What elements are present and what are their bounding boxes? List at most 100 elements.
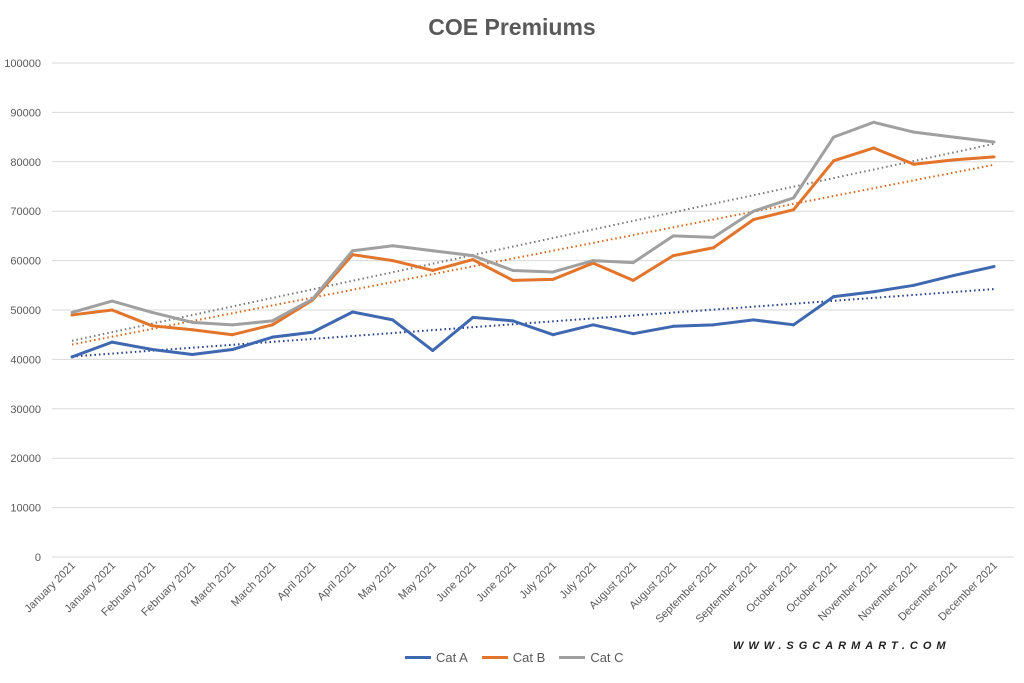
data-point xyxy=(872,290,876,294)
data-point xyxy=(591,323,595,327)
data-point xyxy=(471,315,475,319)
x-tick-label: July 2021 xyxy=(517,560,559,602)
data-point xyxy=(150,324,154,328)
data-point xyxy=(270,323,274,327)
data-point xyxy=(992,140,996,144)
data-point xyxy=(832,135,836,139)
legend-item-cat-c[interactable]: Cat C xyxy=(559,650,624,665)
data-point xyxy=(150,310,154,314)
data-point xyxy=(832,159,836,163)
legend-item-cat-a[interactable]: Cat A xyxy=(405,650,468,665)
data-point xyxy=(832,295,836,299)
data-point xyxy=(551,333,555,337)
legend-label: Cat C xyxy=(590,650,624,665)
data-point xyxy=(551,277,555,281)
legend-swatch xyxy=(481,656,508,659)
data-point xyxy=(591,259,595,263)
data-point xyxy=(391,259,395,263)
y-tick-label: 50000 xyxy=(10,305,41,317)
data-point xyxy=(230,323,234,327)
y-tick-label: 90000 xyxy=(10,107,41,119)
data-point xyxy=(270,335,274,339)
data-point xyxy=(912,283,916,287)
data-point xyxy=(751,218,755,222)
y-tick-label: 100000 xyxy=(4,58,41,70)
data-point xyxy=(792,208,796,212)
data-point xyxy=(792,196,796,200)
legend-item-cat-b[interactable]: Cat B xyxy=(481,650,546,665)
data-point xyxy=(70,313,74,317)
y-tick-label: 80000 xyxy=(10,157,41,169)
data-point xyxy=(511,268,515,272)
data-point xyxy=(311,330,315,334)
y-tick-label: 20000 xyxy=(10,453,41,465)
x-tick-label: April 2021 xyxy=(275,560,319,604)
data-point xyxy=(711,235,715,239)
data-point xyxy=(190,328,194,332)
chart-title: COE Premiums xyxy=(428,14,596,40)
data-point xyxy=(70,355,74,359)
data-point xyxy=(952,135,956,139)
watermark: WWW.SGCARMART.COM xyxy=(733,640,951,652)
data-point xyxy=(351,310,355,314)
y-tick-label: 0 xyxy=(35,552,41,564)
data-point xyxy=(992,265,996,269)
data-point xyxy=(751,318,755,322)
data-point xyxy=(471,258,475,262)
data-point xyxy=(431,268,435,272)
y-tick-label: 30000 xyxy=(10,404,41,416)
legend: Cat A Cat B Cat C xyxy=(405,650,624,665)
y-tick-label: 60000 xyxy=(10,256,41,268)
data-point xyxy=(110,340,114,344)
data-point xyxy=(671,254,675,258)
data-point xyxy=(711,246,715,250)
legend-swatch xyxy=(559,656,586,659)
data-point xyxy=(631,332,635,336)
x-tick-label: April 2021 xyxy=(315,560,359,604)
data-point xyxy=(631,261,635,265)
data-point xyxy=(230,333,234,337)
data-point xyxy=(190,352,194,356)
data-point xyxy=(952,158,956,162)
trendline-cat-c xyxy=(71,142,995,342)
data-point xyxy=(110,308,114,312)
series-line-cat-c xyxy=(71,120,995,327)
x-tick-label: June 2021 xyxy=(474,560,519,605)
data-point xyxy=(952,273,956,277)
data-point xyxy=(270,319,274,323)
y-tick-label: 40000 xyxy=(10,354,41,366)
data-point xyxy=(751,209,755,213)
data-point xyxy=(110,299,114,303)
data-point xyxy=(511,319,515,323)
data-point xyxy=(872,120,876,124)
data-point xyxy=(70,310,74,314)
data-point xyxy=(912,130,916,134)
data-point xyxy=(631,278,635,282)
data-point xyxy=(150,348,154,352)
data-point xyxy=(792,323,796,327)
data-point xyxy=(471,254,475,258)
data-point xyxy=(992,155,996,159)
data-point xyxy=(551,270,555,274)
data-point xyxy=(431,349,435,353)
trendline-cat-b xyxy=(71,163,995,346)
x-tick-label: May 2021 xyxy=(396,560,439,603)
data-point xyxy=(351,249,355,253)
x-tick-label: July 2021 xyxy=(557,560,599,602)
data-point xyxy=(391,318,395,322)
legend-label: Cat B xyxy=(512,650,546,665)
x-tick-label: June 2021 xyxy=(434,560,479,605)
data-point xyxy=(391,244,395,248)
data-point xyxy=(190,320,194,324)
legend-swatch xyxy=(405,656,431,659)
trendline-cat-a xyxy=(71,288,995,358)
data-point xyxy=(511,278,515,282)
y-tick-label: 70000 xyxy=(10,206,41,218)
series-line-cat-a xyxy=(71,265,995,359)
series-line-cat-b xyxy=(71,146,995,337)
y-tick-label: 10000 xyxy=(10,503,41,515)
data-point xyxy=(431,249,435,253)
x-tick-label: May 2021 xyxy=(356,560,399,603)
legend-label: Cat A xyxy=(436,650,468,665)
